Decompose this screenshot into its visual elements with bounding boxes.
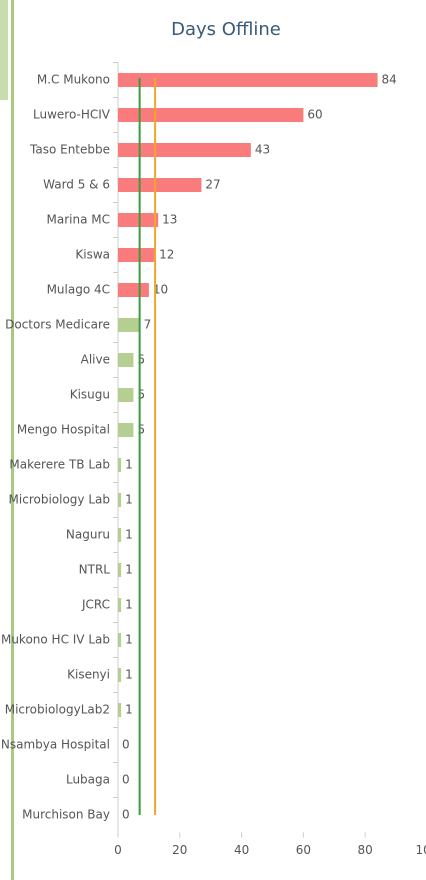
side-patch	[0, 0, 8, 100]
bar	[118, 108, 304, 122]
bar	[118, 563, 122, 577]
bar	[118, 353, 134, 367]
value-label: 1	[125, 633, 133, 647]
bar	[118, 213, 159, 227]
chart-title: Days Offline	[171, 19, 281, 40]
y-tick-label: Doctors Medicare	[5, 318, 110, 332]
value-label: 5	[137, 423, 145, 437]
value-label: 27	[205, 178, 220, 192]
bar	[118, 598, 122, 612]
y-tick-label: Mengo Hospital	[17, 423, 110, 437]
y-tick-label: MicrobiologyLab2	[5, 703, 110, 717]
value-label: 1	[125, 458, 133, 472]
bar	[118, 423, 134, 437]
value-label: 10	[153, 283, 168, 297]
value-label: 1	[125, 493, 133, 507]
y-tick-label: Nsambya Hospital	[1, 738, 110, 752]
value-label: 1	[125, 598, 133, 612]
value-label: 0	[122, 773, 130, 787]
value-label: 0	[122, 808, 130, 822]
bar	[118, 703, 122, 717]
y-tick-label: Kisenyi	[67, 668, 110, 682]
x-tick-label: 40	[234, 843, 249, 857]
y-tick-label: Microbiology Lab	[9, 493, 110, 507]
y-tick-label: Makerere TB Lab	[9, 458, 110, 472]
value-label: 1	[125, 528, 133, 542]
value-label: 5	[137, 353, 145, 367]
side-border	[11, 0, 14, 880]
bar	[118, 528, 122, 542]
y-tick-label: Mukono HC IV Lab	[1, 633, 110, 647]
bar	[118, 178, 202, 192]
y-tick-label: Luwero-HCIV	[33, 108, 111, 122]
y-tick-label: Lubaga	[66, 773, 110, 787]
bar	[118, 283, 149, 297]
y-tick-label: Naguru	[66, 528, 110, 542]
y-tick-label: JCRC	[81, 598, 110, 612]
x-tick-label: 60	[296, 843, 311, 857]
value-label: 1	[125, 563, 133, 577]
x-tick-label: 80	[358, 843, 373, 857]
bar	[118, 318, 140, 332]
value-label: 7	[144, 318, 152, 332]
value-label: 60	[307, 108, 322, 122]
y-tick-label: Kiswa	[75, 248, 110, 262]
bar	[118, 143, 251, 157]
value-label: 1	[125, 703, 133, 717]
value-label: 1	[125, 668, 133, 682]
bar	[118, 633, 122, 647]
value-label: 84	[382, 73, 397, 87]
value-label: 13	[162, 213, 177, 227]
x-tick-label: 0	[114, 843, 122, 857]
y-tick-label: Taso Entebbe	[29, 143, 110, 157]
y-tick-label: M.C Mukono	[37, 73, 110, 87]
bar	[118, 668, 122, 682]
value-label: 12	[159, 248, 174, 262]
y-tick-label: NTRL	[79, 563, 111, 577]
y-tick-label: Marina MC	[47, 213, 110, 227]
bar	[118, 73, 378, 87]
y-tick-label: Ward 5 & 6	[43, 178, 110, 192]
x-tick-label: 100	[416, 843, 426, 857]
y-tick-label: Alive	[81, 353, 110, 367]
value-label: 43	[255, 143, 270, 157]
bar	[118, 388, 134, 402]
y-tick-label: Kisugu	[70, 388, 110, 402]
bar	[118, 458, 122, 472]
y-tick-label: Murchison Bay	[22, 808, 110, 822]
y-tick-label: Mulago 4C	[47, 283, 110, 297]
value-label: 5	[137, 388, 145, 402]
x-tick-label: 20	[172, 843, 187, 857]
bar	[118, 493, 122, 507]
bar	[118, 248, 156, 262]
value-label: 0	[122, 738, 130, 752]
